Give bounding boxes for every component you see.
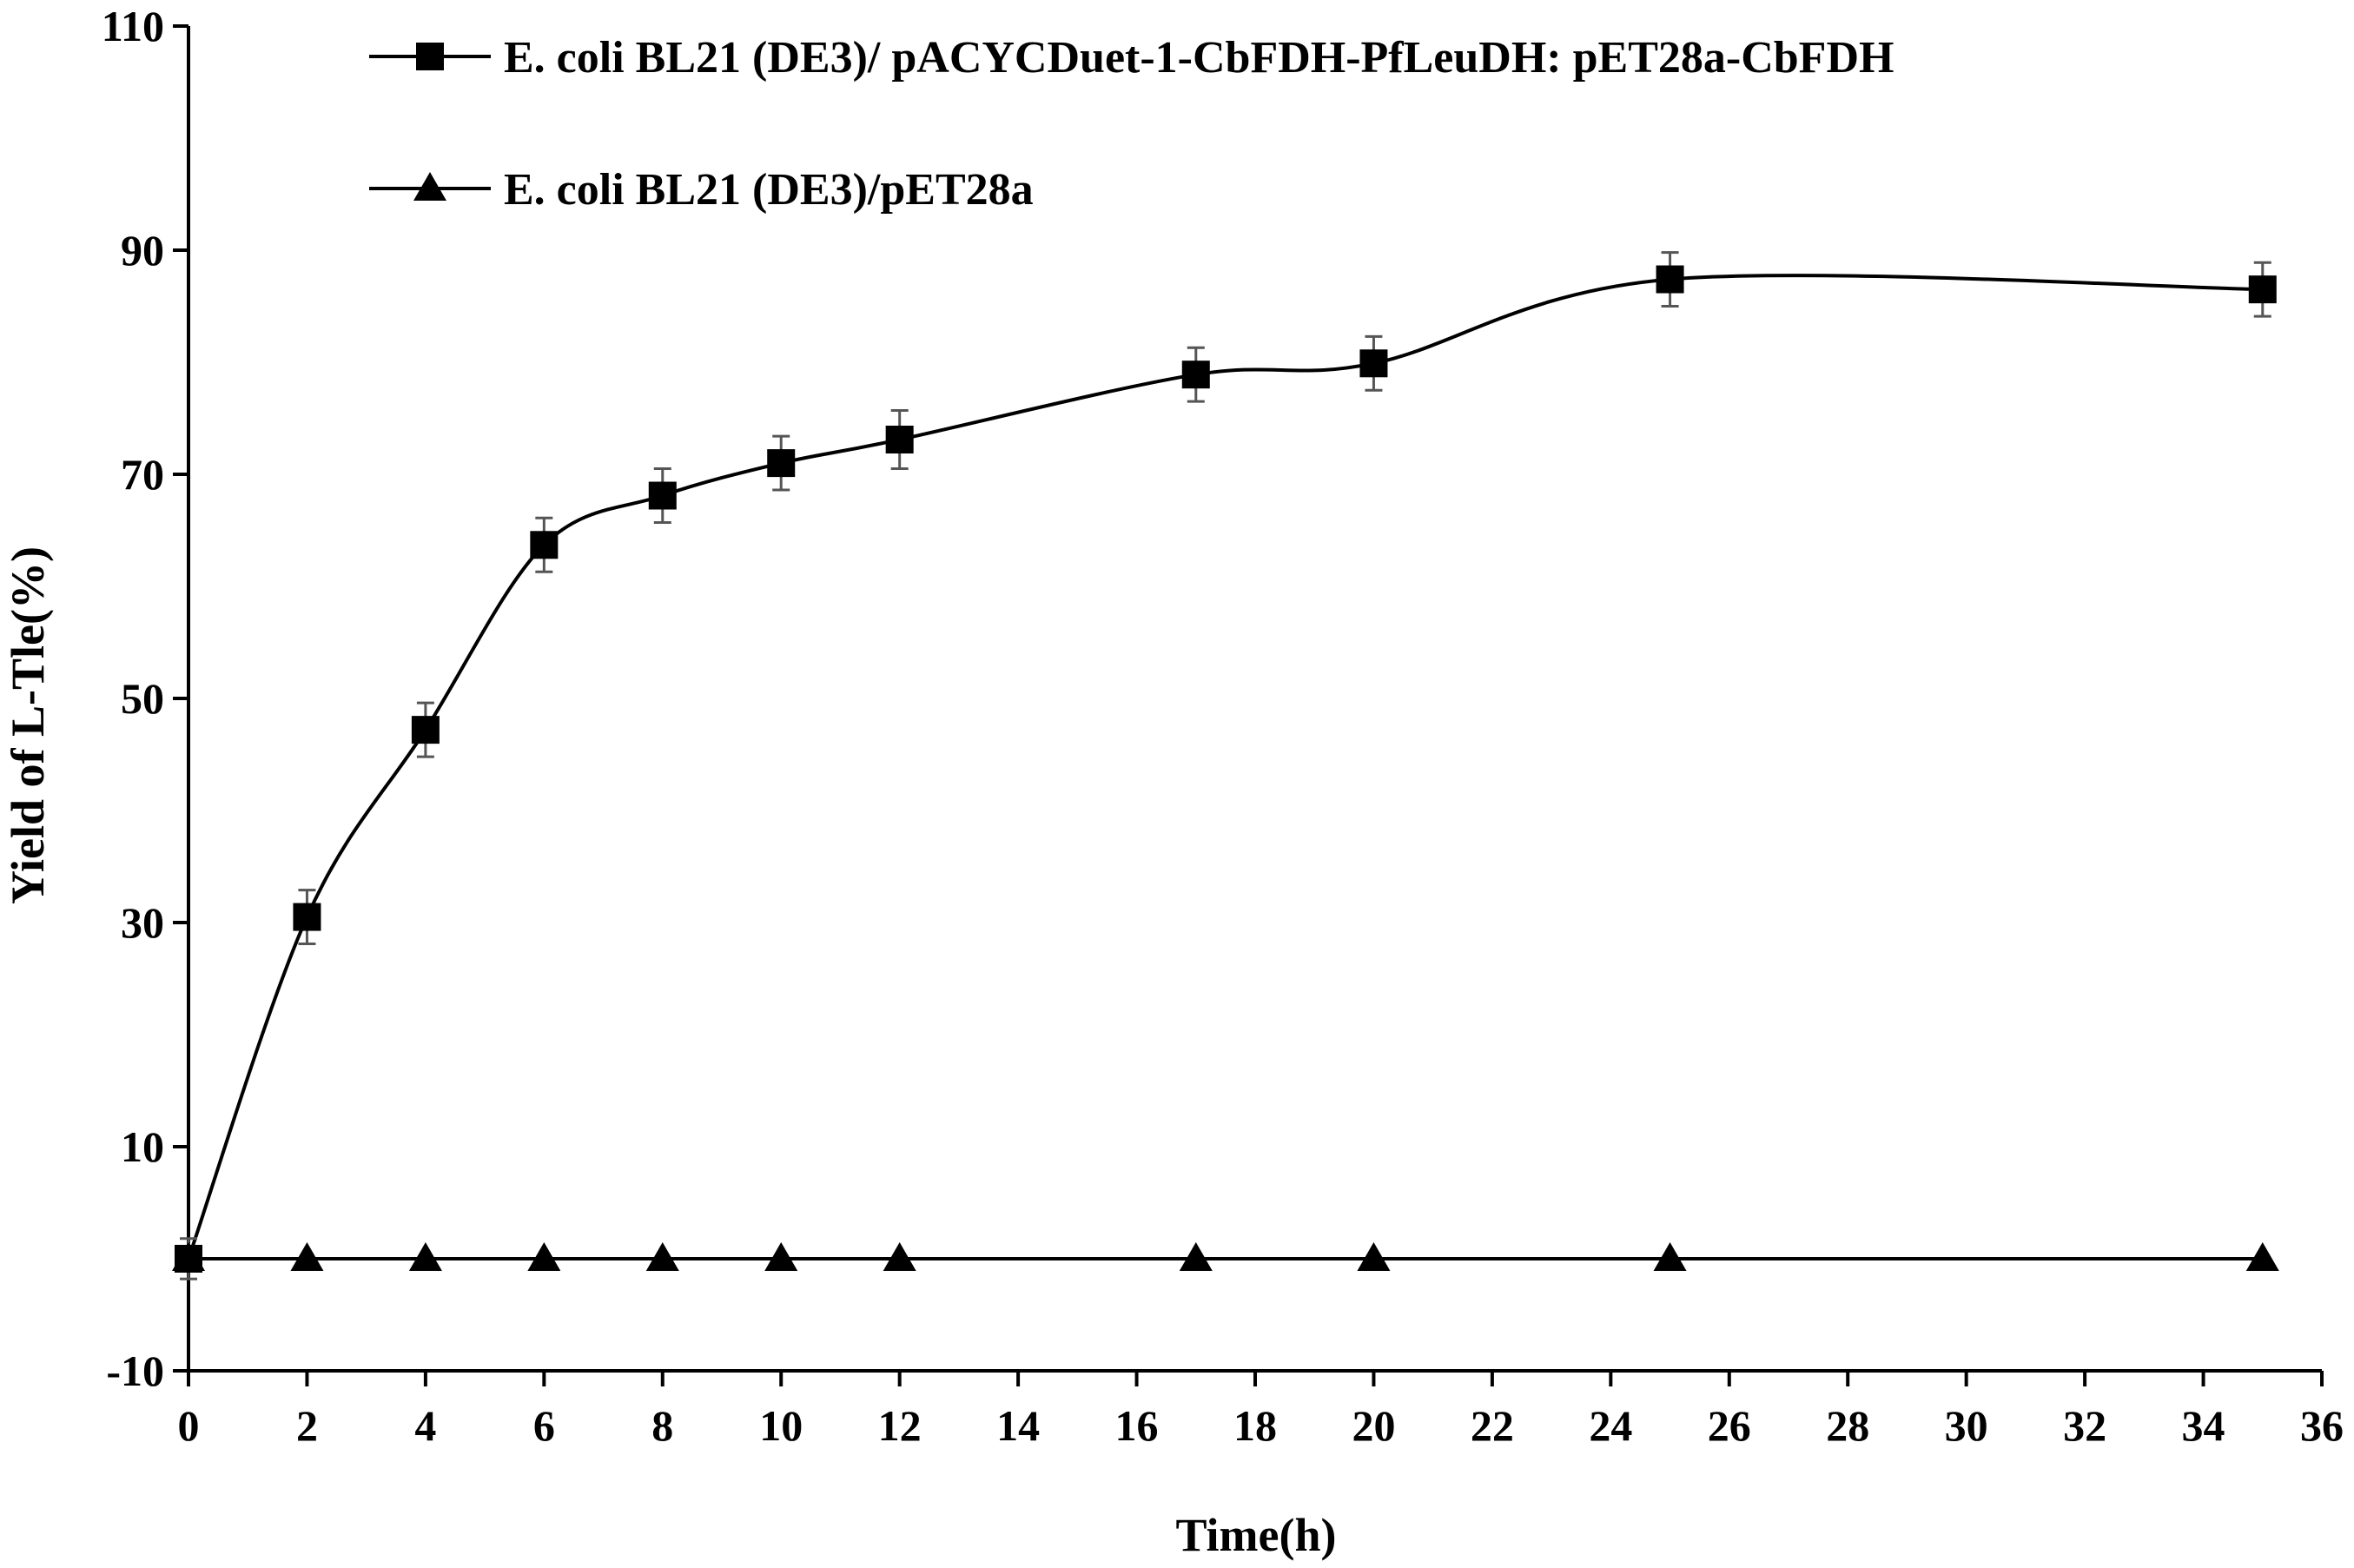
data-point [885, 426, 914, 454]
data-point [764, 1242, 798, 1271]
x-tick-label: 16 [1115, 1401, 1159, 1450]
data-point [1357, 1242, 1391, 1271]
x-axis-title: Time(h) [1176, 1509, 1337, 1561]
x-tick-label: 28 [1826, 1401, 1869, 1450]
data-point [1179, 1242, 1213, 1271]
x-tick-label: 30 [1945, 1401, 1988, 1450]
data-point [527, 1242, 561, 1271]
series-layer [172, 251, 2279, 1280]
data-point [408, 1242, 442, 1271]
y-axis-title: Yield of L-Tle(%) [2, 546, 54, 904]
data-point [1359, 349, 1388, 378]
data-point [2248, 275, 2277, 304]
x-tick-label: 34 [2182, 1401, 2225, 1450]
x-tick-label: 36 [2300, 1401, 2344, 1450]
y-tick-label: 30 [121, 898, 164, 947]
data-point [172, 1242, 205, 1271]
legend-label: E. coli BL21 (DE3)/ pACYCDuet-1-CbFDH-Pf… [504, 33, 1894, 83]
x-tick-label: 32 [2063, 1401, 2106, 1450]
data-point [293, 903, 321, 931]
data-point [645, 1242, 679, 1271]
legend: E. coli BL21 (DE3)/ pACYCDuet-1-CbFDH-Pf… [369, 33, 1894, 215]
legend-label: E. coli BL21 (DE3)/pET28a [504, 165, 1034, 215]
series-1 [175, 251, 2277, 1280]
axes: 0 2 4 6 8 10 12 14 16 18 20 22 24 26 28 30 32 34 36-101030… [102, 2, 2344, 1450]
x-tick-label: 22 [1471, 1401, 1514, 1450]
x-tick-label: 8 [651, 1401, 673, 1450]
data-point [767, 449, 796, 478]
x-tick-label: 10 [759, 1401, 803, 1450]
x-tick-label: 4 [414, 1401, 436, 1450]
y-tick-label: 50 [121, 674, 164, 723]
y-tick-label: 110 [102, 2, 164, 50]
legend-item: E. coli BL21 (DE3)/ pACYCDuet-1-CbFDH-Pf… [369, 33, 1894, 83]
legend-marker [413, 172, 446, 201]
series-line [187, 274, 2263, 1260]
x-tick-label: 26 [1708, 1401, 1751, 1450]
data-point [1181, 361, 1210, 389]
x-tick-label: 2 [296, 1401, 318, 1450]
x-tick-label: 24 [1589, 1401, 1632, 1450]
y-tick-label: 10 [121, 1122, 164, 1171]
data-point [2245, 1242, 2279, 1271]
y-tick-label: -10 [106, 1346, 164, 1395]
x-tick-label: 18 [1233, 1401, 1277, 1450]
data-point [1653, 1242, 1687, 1271]
x-tick-label: 6 [533, 1401, 555, 1450]
data-point [883, 1242, 916, 1271]
x-tick-label: 0 [178, 1401, 200, 1450]
data-point [290, 1242, 324, 1271]
y-tick-label: 90 [121, 226, 164, 275]
x-tick-label: 14 [996, 1401, 1040, 1450]
x-tick-label: 20 [1352, 1401, 1395, 1450]
data-point [411, 716, 440, 744]
data-point [1656, 265, 1684, 294]
series-2 [172, 1242, 2279, 1271]
data-point [648, 481, 677, 510]
x-tick-label: 12 [878, 1401, 922, 1450]
legend-item: E. coli BL21 (DE3)/pET28a [369, 165, 1034, 215]
y-tick-label: 70 [121, 450, 164, 499]
legend-marker [416, 43, 444, 70]
data-point [530, 531, 559, 559]
